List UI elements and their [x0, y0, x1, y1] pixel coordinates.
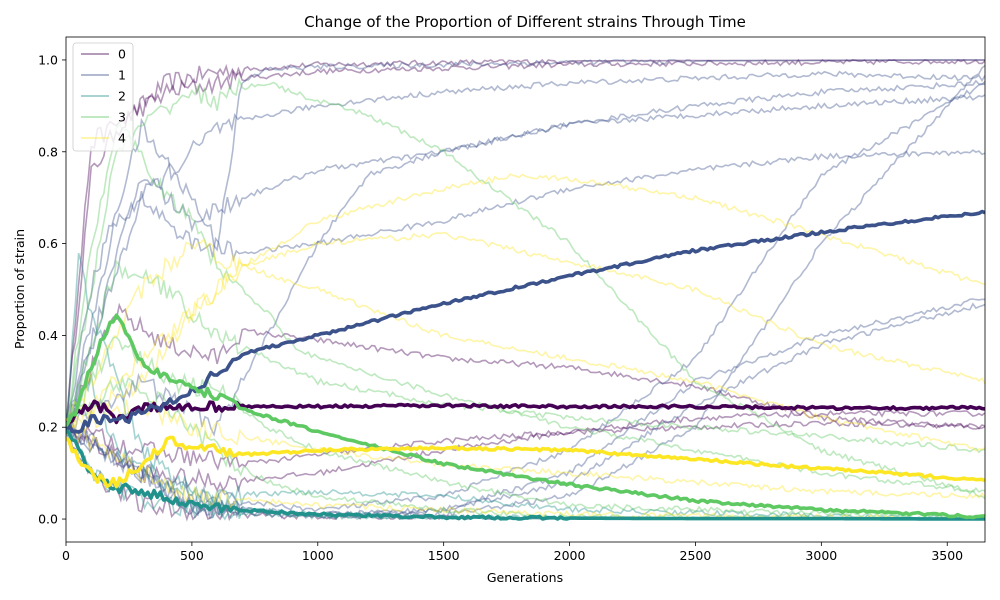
replicate-line-strain-1	[66, 79, 985, 434]
y-tick-label: 1.0	[38, 52, 58, 67]
chart-title: Change of the Proportion of Different st…	[304, 13, 746, 31]
replicate-line-strain-1	[66, 64, 985, 519]
y-tick-label: 0.8	[38, 144, 58, 159]
x-tick-label: 1000	[302, 548, 334, 563]
replicate-line-strain-3	[66, 336, 985, 521]
legend-label-2: 2	[118, 89, 126, 104]
replicate-line-strain-2	[66, 373, 985, 520]
y-tick-label: 0.2	[38, 420, 58, 435]
replicate-line-strain-0	[66, 58, 985, 436]
legend-label-1: 1	[118, 68, 126, 83]
replicate-line-strain-4	[66, 231, 985, 436]
legend: 0 1 2 3 4	[72, 42, 134, 152]
mean-line-strain-1	[66, 209, 985, 434]
legend-label-3: 3	[118, 110, 126, 125]
mean-line-strain-2	[66, 428, 985, 521]
replicate-line-strain-1	[66, 80, 985, 513]
replicate-line-strain-0	[66, 418, 985, 471]
plot-frame	[65, 36, 986, 543]
replicate-line-strain-1	[66, 70, 985, 423]
mean-line-strain-0	[66, 399, 985, 425]
replicate-line-strain-1	[66, 302, 985, 519]
x-tick-label: 2000	[554, 548, 586, 563]
replicate-line-strain-1	[66, 59, 985, 419]
y-tick-label: 0.4	[38, 328, 58, 343]
replicate-line-strain-0	[66, 58, 985, 435]
replicate-line-strain-4	[66, 173, 985, 424]
mean-line-strain-3	[66, 313, 985, 520]
replicate-line-strain-4	[66, 398, 985, 500]
legend-box	[72, 42, 134, 152]
mean-line-strain-4	[66, 435, 985, 489]
x-tick-label: 1500	[428, 548, 460, 563]
replicate-line-strain-3	[66, 259, 985, 454]
x-tick-label: 3000	[805, 548, 837, 563]
x-tick-label: 0	[62, 548, 70, 563]
y-tick-label: 0.6	[38, 236, 58, 251]
legend-label-4: 4	[118, 131, 126, 146]
replicate-line-strain-0	[66, 409, 985, 493]
replicate-line-strain-1	[66, 94, 985, 438]
replicate-line-strain-1	[66, 149, 985, 427]
replicate-line-strain-3	[66, 77, 985, 500]
replicate-line-strain-3	[66, 121, 985, 493]
replicate-line-strain-1	[66, 298, 985, 520]
y-tick-label: 0.0	[38, 512, 58, 527]
x-axis-label: Generations	[487, 570, 563, 585]
y-axis-label: Proportion of strain	[12, 229, 27, 349]
replicate-line-strain-0	[66, 302, 985, 431]
mean-lines	[66, 209, 985, 521]
x-tick-label: 500	[180, 548, 204, 563]
legend-label-0: 0	[118, 47, 126, 62]
x-tick-label: 2500	[680, 548, 712, 563]
y-axis: 0.0 0.2 0.4 0.6 0.8 1.0	[38, 52, 66, 527]
x-axis: 0 500 1000 1500 2000 2500 3000 3500	[62, 542, 963, 563]
x-tick-label: 3500	[931, 548, 963, 563]
replicate-line-strain-4	[66, 237, 985, 452]
